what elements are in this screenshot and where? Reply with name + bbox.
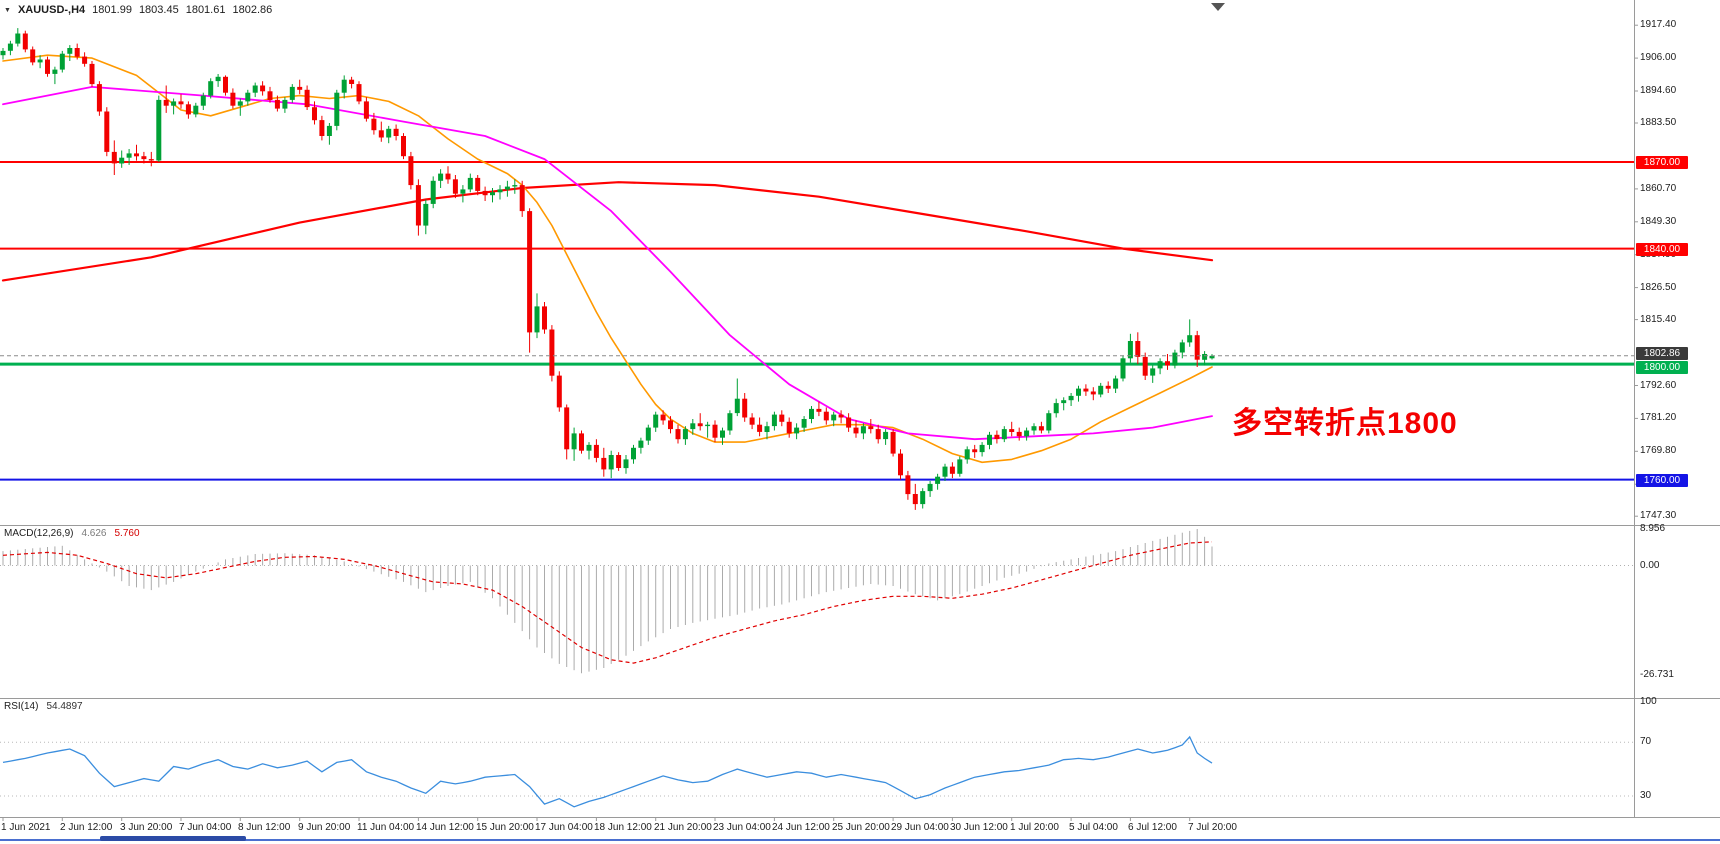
time-axis-label: 18 Jun 12:00 (594, 822, 652, 833)
time-axis-label: 9 Jun 20:00 (298, 822, 351, 833)
time-axis-label: 29 Jun 04:00 (891, 822, 949, 833)
macd-value: 4.626 (81, 528, 107, 539)
price-axis-label: 1849.30 (1640, 215, 1677, 227)
price-axis-label: 1747.30 (1640, 510, 1677, 522)
time-axis-label: 7 Jun 04:00 (179, 822, 232, 833)
rsi-axis-label: 100 (1640, 696, 1657, 707)
price-level-badge: 1800.00 (1636, 361, 1688, 375)
price-axis-label: 1781.20 (1640, 412, 1677, 424)
time-axis-label: 24 Jun 12:00 (772, 822, 830, 833)
price-axis-label: 1826.50 (1640, 281, 1677, 293)
time-axis-label: 3 Jun 20:00 (120, 822, 173, 833)
moving-averages (1, 54, 1214, 464)
time-axis[interactable]: 1 Jun 2021 2 Jun 12:00 3 Jun 20:00 7 Jun 04… (0, 821, 1720, 835)
time-axis-label: 7 Jul 20:00 (1188, 822, 1237, 833)
time-axis-label: 1 Jun 2021 (1, 822, 51, 833)
time-axis-label: 8 Jun 12:00 (238, 822, 291, 833)
price-axis-label: 1894.60 (1640, 85, 1677, 96)
symbol-dropdown-icon[interactable]: ▼ (4, 6, 11, 14)
ma-line-sma-fast (2, 54, 1213, 464)
macd-axis-label: -26.731 (1640, 669, 1674, 681)
annotation-text: 多空转折点1800 (1232, 407, 1458, 440)
price-axis-label: 1769.80 (1640, 445, 1677, 457)
horizontal-level-lines (0, 161, 1634, 481)
chart-shift-marker-icon (1211, 3, 1225, 11)
price-axis-label: 1792.60 (1640, 379, 1677, 391)
time-axis-label: 5 Jul 04:00 (1069, 822, 1118, 833)
rsi-line (2, 735, 1213, 808)
rsi-value: 54.4897 (46, 701, 83, 712)
candles-series (0, 28, 1215, 510)
rsi-axis-label: 30 (1640, 790, 1652, 801)
ohlc-low: 1801.61 (185, 4, 226, 16)
macd-label: MACD(12,26,9) (4, 528, 74, 539)
ohlc-high: 1803.45 (138, 4, 179, 16)
time-axis-label: 15 Jun 20:00 (476, 822, 534, 833)
macd-signal-line (2, 541, 1213, 664)
rsi-axis-label: 70 (1640, 736, 1652, 748)
horizontal-scrollbar[interactable] (0, 836, 1720, 841)
price-axis-label: 1917.40 (1640, 19, 1677, 31)
time-axis-label: 1 Jul 20:00 (1010, 822, 1059, 833)
price-axis-label: 1883.50 (1640, 117, 1677, 128)
rsi-label: RSI(14) (4, 701, 39, 712)
price-level-badge: 1840.00 (1636, 242, 1688, 256)
time-axis-label: 25 Jun 20:00 (832, 822, 890, 833)
ma-line-sma-slow (1, 181, 1214, 282)
time-axis-label: 23 Jun 04:00 (713, 822, 771, 833)
price-axis-label: 1906.00 (1640, 52, 1677, 64)
ohlc-readout: ▼ XAUUSD-,H4 1801.99 1803.45 1801.61 180… (4, 4, 272, 16)
time-axis-label: 11 Jun 04:00 (357, 822, 415, 833)
rsi-indicator-title: RSI(14) 54.4897 (4, 701, 83, 712)
price-level-badge: 1760.00 (1636, 473, 1688, 487)
time-axis-label: 17 Jun 04:00 (535, 822, 593, 833)
panel-separators (0, 0, 1720, 821)
price-axis-label: 1815.40 (1640, 313, 1677, 325)
price-level-badge: 1870.00 (1636, 156, 1688, 169)
current-price-badge: 1802.86 (1636, 346, 1688, 360)
rsi-panel (0, 735, 1634, 808)
ohlc-open: 1801.99 (92, 4, 132, 16)
chart-symbol-period: XAUUSD-,H4 (17, 4, 86, 16)
ma-line-sma-mid (2, 86, 1213, 441)
macd-panel (0, 529, 1634, 674)
time-axis-label: 21 Jun 20:00 (654, 822, 712, 833)
macd-indicator-title: MACD(12,26,9) 4.626 5.760 (4, 528, 140, 539)
macd-signal-value: 5.760 (114, 528, 140, 539)
price-axis-label: 1860.70 (1640, 182, 1677, 194)
time-axis-label: 30 Jun 12:00 (950, 822, 1008, 833)
macd-axis-label: 8.956 (1640, 522, 1666, 534)
scrollbar-thumb[interactable] (100, 836, 246, 841)
ohlc-close: 1802.86 (232, 4, 273, 16)
time-axis-label: 2 Jun 12:00 (60, 822, 113, 833)
time-axis-label: 14 Jun 12:00 (416, 822, 474, 833)
macd-axis-label: 0.00 (1640, 559, 1660, 571)
time-axis-label: 6 Jul 12:00 (1128, 822, 1177, 833)
